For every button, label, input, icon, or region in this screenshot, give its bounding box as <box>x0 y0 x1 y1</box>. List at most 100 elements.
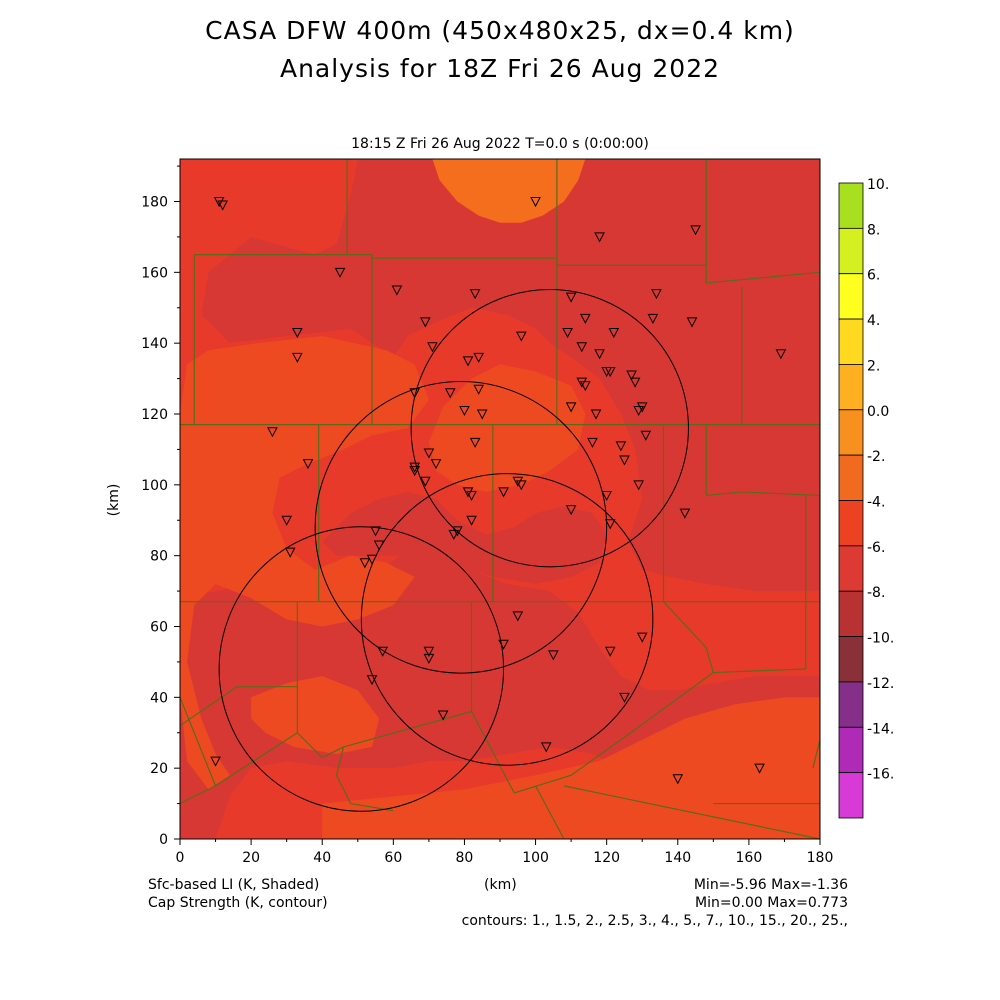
colorbar-segment <box>838 726 864 774</box>
station-marker <box>647 313 659 324</box>
x-tick-label: 140 <box>664 850 691 866</box>
county-line-35 <box>514 774 572 794</box>
colorbar-label: -10. <box>867 631 894 647</box>
station-marker <box>281 515 292 526</box>
station-marker <box>679 508 691 519</box>
y-tick-label: 80 <box>150 549 168 565</box>
station-marker <box>754 763 765 774</box>
colorbar-segment <box>838 590 864 637</box>
station-marker <box>615 441 627 452</box>
radar-range-rings <box>218 289 689 812</box>
county-line-38 <box>335 746 345 776</box>
station-marker <box>516 480 527 491</box>
station-marker <box>462 356 474 367</box>
x-tick-label: 0 <box>176 850 185 866</box>
station-marker <box>636 632 648 643</box>
x-tick-label: 120 <box>593 850 620 866</box>
colorbar-label: -2. <box>867 449 885 465</box>
station-marker <box>217 200 228 211</box>
axes: 0 20 40 60 80 100 120 140 160 180 0 20 40 60 80 100 120 1… <box>106 165 834 866</box>
colorbar-segment <box>838 364 864 411</box>
county-line-14 <box>706 491 742 497</box>
station-marker <box>636 402 648 413</box>
county-line-29 <box>180 697 217 787</box>
x-tick-label: 80 <box>456 850 474 866</box>
county-line-15 <box>741 491 820 497</box>
station-marker <box>516 331 527 342</box>
county-line-36 <box>570 739 622 776</box>
colorbar-label: -14. <box>867 721 894 737</box>
colorbar-label: -8. <box>867 585 885 601</box>
station-marker <box>548 650 559 661</box>
station-marker <box>466 490 477 502</box>
station-marker <box>366 675 378 686</box>
field1-label: Sfc-based LI (K, Shaded) <box>148 877 320 893</box>
station-marker <box>633 405 644 417</box>
station-marker <box>686 317 698 328</box>
y-tick-label: 0 <box>159 832 168 848</box>
station-marker <box>466 515 477 526</box>
station-marker <box>775 349 787 360</box>
li-region-4 <box>428 364 586 492</box>
y-tick-label: 180 <box>141 195 168 211</box>
x-tick-label: 180 <box>807 850 834 866</box>
station-marker <box>512 611 524 622</box>
radar-ring-0 <box>410 289 689 568</box>
county-line-37 <box>620 672 714 741</box>
station-marker <box>423 646 435 657</box>
station-marker <box>594 349 605 360</box>
station-marker <box>210 756 221 767</box>
station-marker <box>629 377 641 388</box>
colorbar-segment <box>838 454 864 501</box>
colorbar-segment <box>838 227 864 275</box>
station-marker <box>302 459 314 470</box>
x-tick-label: 160 <box>736 850 763 866</box>
station-marker <box>604 646 616 657</box>
county-line-39 <box>335 774 352 804</box>
station-marker <box>409 462 420 473</box>
station-marker <box>604 519 616 530</box>
station-marker <box>409 466 420 477</box>
colorbar-segment <box>838 318 864 365</box>
radar-ring-1 <box>314 381 608 674</box>
station-marker <box>366 554 378 565</box>
field2-stats: Min=0.00 Max=0.773 <box>695 895 848 911</box>
colorbar-label: 6. <box>867 268 880 284</box>
station-marker <box>391 285 403 296</box>
station-marker <box>292 328 303 339</box>
station-marker <box>427 342 438 353</box>
colorbar-segment <box>838 772 864 819</box>
station-marker <box>459 405 470 417</box>
station-marker <box>690 225 701 236</box>
station-marker <box>430 459 442 470</box>
station-marker <box>469 437 481 448</box>
y-tick-label: 60 <box>150 620 168 636</box>
county-line-34 <box>471 711 515 794</box>
li-shaded-field <box>180 159 820 839</box>
station-marker <box>626 370 637 381</box>
colorbar-label: 4. <box>867 313 880 329</box>
station-marker <box>370 526 381 537</box>
station-marker <box>452 526 463 537</box>
station-marker <box>448 529 460 540</box>
station-marker <box>284 547 296 558</box>
station-marker <box>594 232 605 243</box>
county-line-44 <box>812 739 820 769</box>
radar-ring-2 <box>218 526 505 812</box>
colorbar-segment <box>838 500 864 547</box>
station-marker <box>409 388 420 399</box>
colorbar-label: 10. <box>867 177 889 193</box>
colorbar-label: -12. <box>867 676 894 692</box>
colorbar-label: -6. <box>867 540 885 556</box>
station-marker <box>292 352 303 363</box>
station-markers <box>210 197 787 785</box>
station-marker <box>619 455 630 466</box>
y-axis-label: (km) <box>106 484 122 517</box>
station-marker <box>562 328 573 339</box>
station-marker <box>651 289 662 300</box>
colorbar-segment <box>838 273 864 320</box>
li-region-5 <box>251 676 380 754</box>
station-marker <box>672 774 684 785</box>
station-marker <box>423 653 435 664</box>
